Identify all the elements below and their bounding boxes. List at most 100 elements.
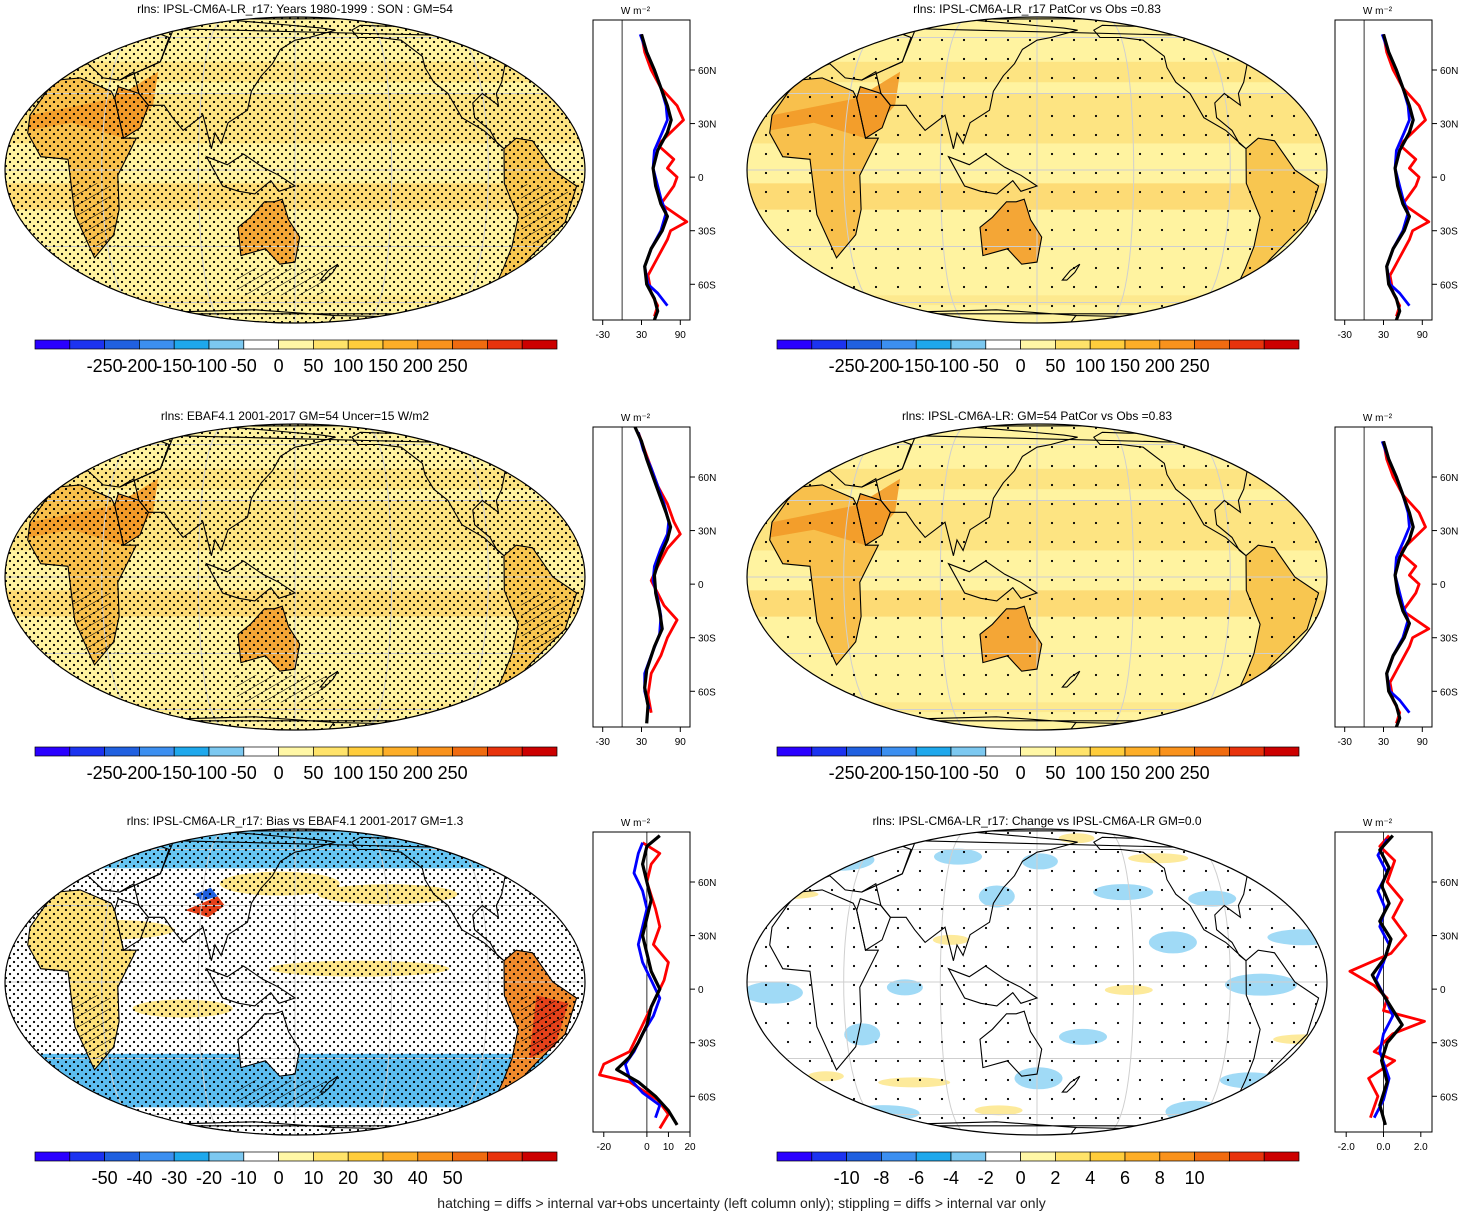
colorbar-tick-label: -100 [933, 763, 969, 783]
hatching [234, 268, 326, 296]
coastline-indonesia [947, 560, 1039, 602]
colorbar-swatch [1263, 1151, 1300, 1162]
colorbar-swatch [1159, 1151, 1195, 1162]
colorbar-swatch [208, 746, 245, 757]
colorbar-swatch [34, 1151, 71, 1162]
colorbar-tick-label: 50 [303, 763, 323, 783]
colorbar-swatch [846, 1151, 882, 1162]
colorbar-swatch [313, 1151, 349, 1162]
colorbar-tick-label: 10 [1185, 1168, 1205, 1188]
zonal-x-tick-label: 90 [675, 330, 687, 341]
panel-title: rlns: IPSL-CM6A-LR_r17: Change vs IPSL-C… [872, 814, 1202, 828]
zonal-y-tick-label: 30N [698, 932, 716, 943]
colorbar-swatch [382, 1151, 419, 1162]
colorbar-tick-label: -50 [973, 763, 999, 783]
panel-model-climatology: rlns: IPSL-CM6A-LR_r17: Years 1980-1999 … [0, 0, 741, 400]
zonal-y-tick-label: 30S [1440, 1039, 1458, 1050]
panel-figure: -10 -8 -6 -4 -2 0 2 4 6 8 10 W m⁻² 60N 30N 0 30S 60S -2.0… [746, 818, 1458, 1188]
colorbar-tick-label: -150 [898, 356, 934, 376]
zonal-frame [1334, 426, 1433, 728]
footer-note: hatching = diffs > internal var+obs unce… [437, 1195, 1046, 1211]
colorbar-swatch [1020, 746, 1056, 757]
colorbar-tick-label: 4 [1085, 1168, 1095, 1188]
colorbar-tick-label: 6 [1120, 1168, 1130, 1188]
coastline-africa [27, 484, 138, 666]
zonal-series-ensemble [639, 33, 673, 321]
zonal-y-tick-label: 60S [1440, 687, 1458, 698]
zonal-x-tick-label: 20 [684, 1142, 696, 1153]
zonal-x-tick-label: 30 [636, 330, 648, 341]
colorbar-tick-label: 50 [1045, 763, 1065, 783]
colorbar-swatch [846, 746, 882, 757]
colorbar-swatch [1194, 1151, 1230, 1162]
colorbar-tick-label: 250 [438, 356, 468, 376]
colorbar-tick-label: 0 [1016, 1168, 1026, 1188]
zonal-y-tick-label: 60S [698, 1092, 716, 1103]
colorbar-tick-label: -200 [121, 763, 157, 783]
colorbar-swatch [881, 746, 917, 757]
colorbar-swatch [452, 746, 488, 757]
zonal-mean-plot: W m⁻² 60N 30N 0 30S 60S -20 0 10 20 [592, 818, 716, 1153]
colorbar-swatch [846, 339, 882, 350]
colorbar-swatch [1124, 746, 1161, 757]
panel-figure: -250-200-150-100 -50 0 50 100 150 200 250 W m⁻² 6… [746, 413, 1458, 783]
coastline-australia [979, 1010, 1043, 1077]
zonal-x-tick-label: 10 [663, 1142, 675, 1153]
coastline-indonesia [205, 560, 297, 602]
colorbar-swatch [417, 746, 453, 757]
zonal-series-ensemble [633, 426, 673, 724]
zonal-frame [592, 426, 691, 728]
hatching [69, 995, 116, 1059]
colorbar-swatch [208, 1151, 245, 1162]
colorbar-tick-label: 100 [1075, 763, 1105, 783]
colorbar-swatch [1055, 1151, 1091, 1162]
colorbar-swatch [487, 339, 523, 350]
colorbar-swatch [1055, 746, 1091, 757]
zonal-y-tick-label: 30S [698, 227, 716, 238]
zonal-y-tick-label: 30S [698, 634, 716, 645]
zonal-x-tick-label: 90 [675, 737, 687, 748]
panel-figure: -50 -40 -30 -20 -10 0 10 20 30 40 50 W m⁻² 60N 30N 0 30… [4, 818, 716, 1188]
colorbar-tick-label: -4 [943, 1168, 959, 1188]
zonal-y-tick-label: 0 [698, 173, 704, 184]
colorbar-tick-label: -50 [92, 1168, 118, 1188]
colorbar-swatch [452, 1151, 488, 1162]
coastline-asia [861, 831, 1078, 961]
zonal-mean-plot: W m⁻² 60N 30N 0 30S 60S -2.0 0.0 2.0 [1334, 818, 1458, 1153]
zonal-series-ensemble [615, 834, 679, 1126]
colorbar-swatch [382, 746, 419, 757]
map-outline [4, 828, 586, 1136]
zonal-y-tick-label: 30N [1440, 932, 1458, 943]
colorbar-tick-label: -250 [829, 763, 865, 783]
colorbar-swatch [1020, 339, 1056, 350]
coastline-africa [769, 484, 880, 666]
colorbar-swatch [313, 746, 349, 757]
zonal-units-label: W m⁻² [621, 413, 651, 424]
colorbar-swatch [487, 1151, 523, 1162]
map-field [747, 424, 1327, 730]
coastline-africa [769, 889, 880, 1071]
zonal-x-tick-label: -30 [1337, 737, 1352, 748]
colorbar-tick-label: -250 [87, 763, 123, 783]
zonal-x-tick-label: -30 [1337, 330, 1352, 341]
coastline-newzealand [319, 1075, 339, 1093]
colorbar: -250-200-150-100 -50 0 50 100 150 200 250 [34, 339, 558, 376]
colorbar-swatch [985, 1151, 1021, 1162]
colorbar-tick-label: -6 [908, 1168, 924, 1188]
coastline-indonesia [947, 153, 1039, 195]
zonal-series-obs [1382, 34, 1431, 317]
coastline-australia [979, 605, 1043, 672]
zonal-y-tick-label: 60S [1440, 280, 1458, 291]
colorbar-tick-label: 100 [333, 763, 363, 783]
colorbar-swatch [776, 339, 813, 350]
colorbar-swatch [347, 1151, 384, 1162]
coastline-indonesia [205, 965, 297, 1007]
colorbar-swatch [173, 746, 210, 757]
panel-figure: -250-200-150-100 -50 0 50 100 150 200 250 W m⁻² 6… [4, 413, 716, 783]
zonal-y-tick-label: 0 [1440, 580, 1446, 591]
zonal-x-tick-label: 0.0 [1377, 1142, 1391, 1153]
zonal-x-tick-label: 0 [644, 1142, 650, 1153]
colorbar-tick-label: 50 [1045, 356, 1065, 376]
zonal-frame [592, 19, 691, 321]
coastline-australia [979, 198, 1043, 265]
